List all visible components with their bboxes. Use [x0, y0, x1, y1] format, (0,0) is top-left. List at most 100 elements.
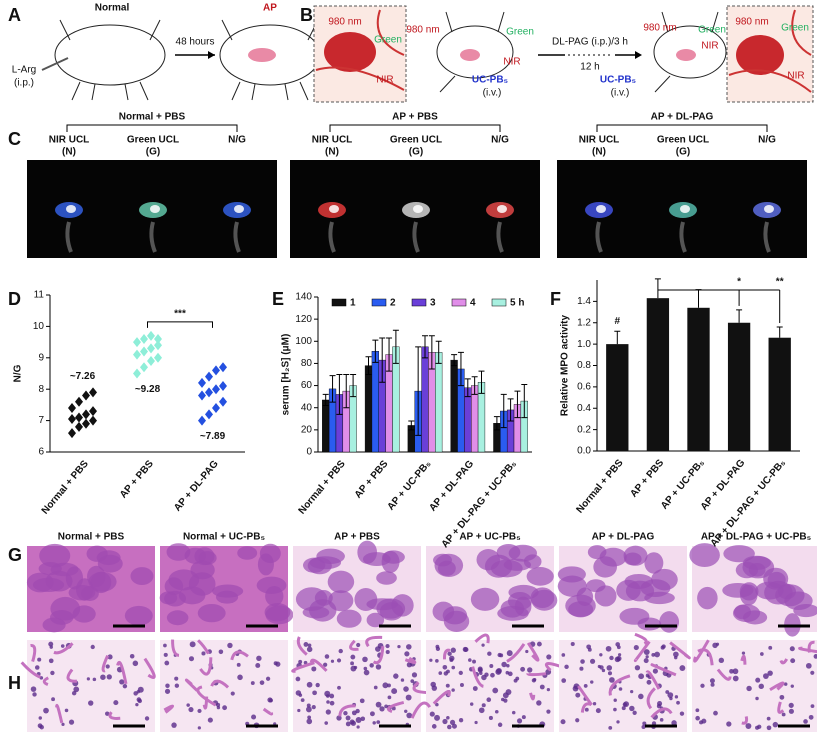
tissue-nucleus — [458, 718, 464, 723]
tissue-nucleus — [726, 721, 732, 727]
tissue-nucleus — [255, 663, 261, 668]
data-point — [198, 377, 206, 388]
interval: 12 h — [580, 62, 599, 73]
tissue-nucleus — [560, 719, 566, 725]
tissue-nucleus — [363, 666, 368, 671]
label-injection: (i.p.) — [14, 78, 34, 89]
column-label: Green UCL — [127, 135, 179, 146]
tissue-nucleus — [325, 709, 331, 715]
tissue-nucleus — [295, 690, 302, 696]
alveolar-wall — [580, 702, 592, 713]
tissue-nucleus — [546, 709, 551, 714]
tissue-cell — [382, 550, 405, 564]
tissue-cell — [659, 611, 680, 633]
signal-trace — [412, 221, 420, 253]
error-bar — [343, 374, 350, 409]
error-bar — [521, 383, 528, 419]
alveolar-wall — [529, 692, 536, 701]
x-tick-label: Normal + PBS — [40, 458, 91, 516]
tissue-nucleus — [397, 644, 401, 649]
tissue-nucleus — [546, 687, 550, 692]
x-tick-label: Normal + PBS — [297, 458, 348, 516]
tissue-nucleus — [442, 664, 448, 670]
error-bar — [392, 329, 399, 364]
y-tick-label: 1.2 — [577, 317, 591, 328]
tissue-cell — [88, 571, 117, 592]
tissue-nucleus — [709, 678, 715, 684]
alveolar-wall — [210, 679, 230, 689]
tissue-nucleus — [188, 706, 194, 713]
tissue-nucleus — [459, 682, 464, 687]
tissue-cell — [689, 543, 720, 568]
error-bar — [493, 416, 500, 431]
tissue-nucleus — [237, 674, 243, 681]
tissue-nucleus — [356, 642, 361, 648]
signal-core — [66, 205, 76, 213]
data-point — [68, 414, 76, 425]
alveolar-wall — [309, 658, 328, 672]
tissue-nucleus — [679, 711, 685, 716]
tissue-nucleus — [303, 660, 308, 665]
tissue-nucleus — [616, 720, 620, 724]
legend-swatch — [451, 298, 467, 307]
tissue-nucleus — [646, 679, 652, 685]
panel-label: H — [8, 673, 21, 693]
alveolar-wall — [184, 678, 199, 692]
alveolar-wall — [471, 666, 484, 688]
tissue-nucleus — [345, 721, 351, 727]
tissue-nucleus — [307, 715, 312, 720]
tissue-nucleus — [605, 645, 612, 652]
tissue-nucleus — [218, 649, 224, 655]
tissue-cell — [739, 582, 759, 601]
tissue-nucleus — [351, 710, 357, 716]
tissue-nucleus — [527, 667, 533, 673]
y-axis-label: Relative MPO activity — [560, 314, 571, 416]
tissue-nucleus — [477, 667, 483, 673]
tissue-cell — [164, 577, 184, 596]
y-tick-label: 1.0 — [577, 339, 591, 350]
signal-trace — [763, 221, 771, 253]
error-bar — [428, 335, 435, 370]
alveolar-wall — [634, 632, 648, 645]
tissue-nucleus — [163, 652, 168, 657]
tissue-nucleus — [349, 719, 355, 725]
tissue-cell — [576, 587, 594, 606]
column-label: (G) — [409, 147, 423, 158]
tissue-nucleus — [472, 686, 478, 691]
panel-label: F — [550, 289, 561, 309]
y-tick-label: 1.4 — [577, 296, 591, 307]
x-tick-label: AP + PBS — [628, 457, 666, 499]
tissue-nucleus — [638, 693, 644, 700]
column-label: (N) — [592, 147, 606, 158]
tissue-nucleus — [324, 721, 329, 725]
tissue-nucleus — [315, 682, 320, 688]
tissue-nucleus — [586, 644, 592, 650]
annotation: # — [615, 316, 621, 327]
tissue-nucleus — [810, 704, 815, 708]
signal-core — [413, 205, 423, 213]
tissue-nucleus — [375, 701, 382, 708]
tissue-nucleus — [119, 679, 125, 685]
alveolar-wall — [633, 640, 651, 663]
error-bar — [471, 376, 478, 395]
significance: ** — [776, 277, 784, 288]
data-point — [133, 337, 141, 348]
inset-laser: 980 nm — [735, 17, 768, 28]
tissue-nucleus — [645, 655, 649, 659]
tissue-nucleus — [391, 706, 396, 711]
x-tick-label: AP + UC-PB₅ — [385, 458, 433, 512]
tissue-nucleus — [450, 647, 456, 653]
tissue-nucleus — [384, 704, 389, 709]
data-point — [89, 415, 97, 426]
alveolar-wall — [442, 648, 451, 660]
tissue-nucleus — [442, 718, 448, 725]
tissue-nucleus — [755, 696, 759, 701]
significance-bracket — [147, 321, 213, 328]
tissue-nucleus — [251, 714, 257, 720]
tissue-nucleus — [495, 668, 502, 675]
tissue-nucleus — [592, 702, 597, 706]
column-label: NIR UCL — [49, 135, 90, 146]
error-bar — [514, 390, 521, 419]
probe: UC-PB₅ — [472, 75, 509, 86]
vessel — [315, 9, 405, 91]
